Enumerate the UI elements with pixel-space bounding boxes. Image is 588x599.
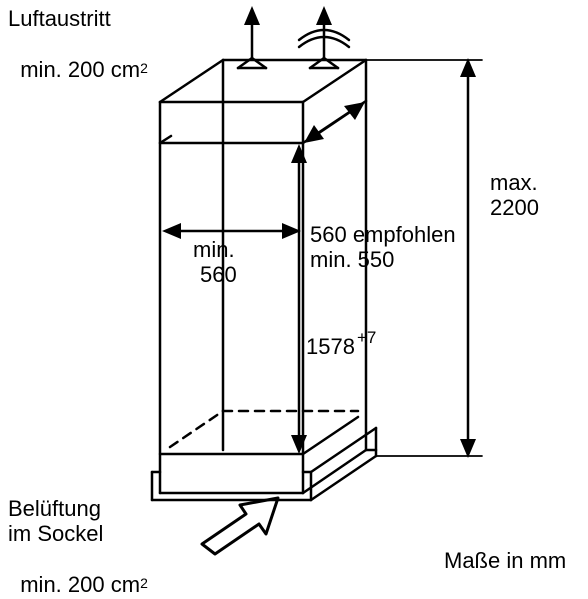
diagram-canvas: Luftaustritt min. 200 cm2 Belüftung im S… xyxy=(0,0,588,581)
width-min-line1: min. xyxy=(193,237,235,263)
air-outlet-line1: Luftaustritt xyxy=(8,6,111,32)
air-outlet-sup: 2 xyxy=(140,60,148,76)
vent-sup: 2 xyxy=(140,575,148,591)
vent-line3: min. 200 cm2 xyxy=(8,546,148,599)
diagram-svg xyxy=(0,0,588,581)
niche-height: 1578 xyxy=(306,334,355,360)
vent-line1: Belüftung xyxy=(8,496,101,522)
vent-line2: im Sockel xyxy=(8,521,103,547)
air-outlet-line2: min. 200 cm2 xyxy=(8,31,148,84)
max-height-line2: 2200 xyxy=(490,195,539,221)
units-label: Maße in mm xyxy=(444,548,566,574)
vent-value: min. 200 cm xyxy=(20,572,140,597)
max-height-line1: max. xyxy=(490,170,538,196)
depth-min: min. 550 xyxy=(310,247,394,273)
niche-height-tol: +7 xyxy=(357,328,376,348)
width-min-line2: 560 xyxy=(200,262,237,288)
depth-rec: 560 empfohlen xyxy=(310,222,456,248)
air-outlet-value: min. 200 cm xyxy=(20,57,140,82)
